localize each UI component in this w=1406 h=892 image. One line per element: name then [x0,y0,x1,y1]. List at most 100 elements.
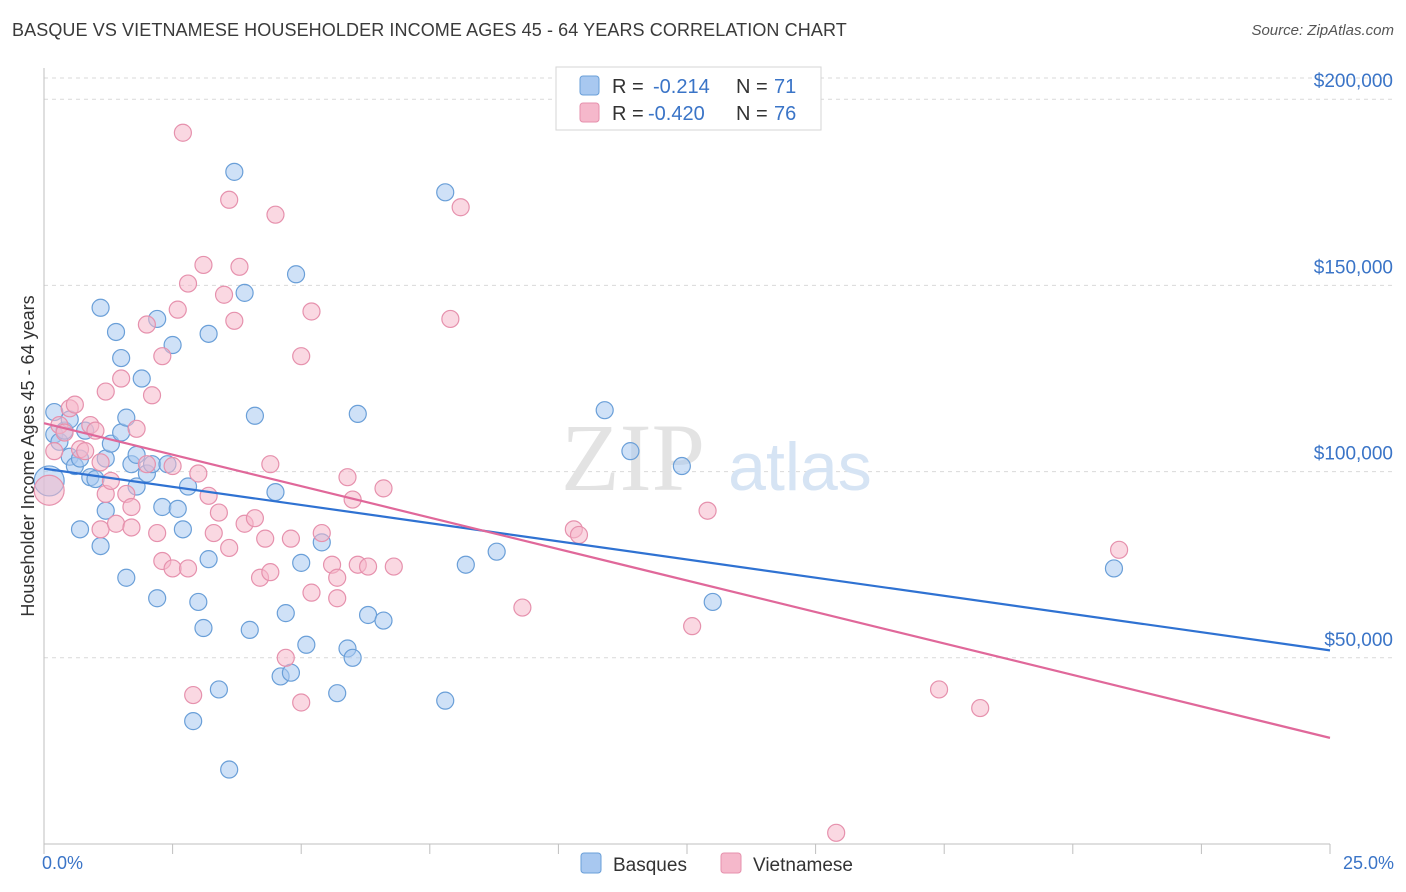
basques-point [245,406,265,425]
vietnamese-point [194,255,213,275]
y-tick-labels: $50,000 $100,000 $150,000 $200,000 [1314,71,1393,651]
vietnamese-point [178,559,198,578]
basques-point [436,183,455,202]
vietnamese-point [142,386,162,405]
x-tick-label-max: 25.0% [1343,853,1394,873]
vietnamese-point [163,559,182,578]
legend: R = -0.214 N = 71 R = -0.420 N = 76 [555,66,822,131]
vietnamese-point [971,698,990,718]
source-attribution: Source: ZipAtlas.com [1251,22,1394,39]
vietnamese-point [328,568,347,587]
vietnamese-point [112,369,131,388]
basques-point [276,604,295,623]
basques-point [220,760,239,779]
basques-point [487,542,506,561]
basques-point [117,408,136,427]
vietnamese-point [312,523,331,543]
basques-point [91,536,110,556]
vietnamese-point [45,442,64,461]
basques-point [456,555,475,574]
vietnamese-point [358,557,378,576]
basques-point [703,592,722,612]
basques-point [297,635,316,654]
vietnamese-point [153,347,172,366]
watermark: ZIP atlas [561,404,872,511]
bottom-legend-label-basques: Basques [613,855,687,876]
vietnamese-point [261,455,280,474]
legend-box [555,66,822,131]
legend-r-value-basques: -0.214 [653,76,710,98]
vietnamese-point [148,523,167,543]
basques-point [70,520,90,539]
vietnamese-point [163,456,182,476]
vietnamese-point [276,648,295,667]
trendline-basques [43,467,1331,652]
basques-point [86,469,105,489]
basques-point [209,680,228,699]
basques-point [358,605,378,625]
vietnamese-point [338,468,357,487]
vietnamese-point [302,302,321,321]
basques-point [178,477,198,496]
legend-r-label-basques: R = [612,76,644,98]
basques-point [194,618,213,638]
bottom-legend: Basques Vietnamese [580,852,853,876]
bottom-legend-swatch-basques [580,852,602,874]
vietnamese-point [827,823,846,842]
legend-swatch-basques [579,75,600,96]
y-tick-label: $50,000 [1324,630,1393,651]
basques-point [148,589,167,608]
vietnamese-point [220,538,239,558]
vietnamese-point [106,514,126,533]
basques-point [1104,559,1124,578]
vietnamese-point [302,583,321,602]
vietnamese-point [230,257,249,276]
vietnamese-point [91,520,110,539]
gridlines [44,77,1394,659]
watermark-atlas: atlas [728,429,872,505]
vietnamese-point [698,501,717,520]
vietnamese-point [245,509,265,528]
vietnamese-point [168,300,187,319]
basques-point [436,691,455,710]
legend-n-value-vietnamese: 76 [774,103,796,125]
vietnamese-point [96,382,115,401]
basques-point [199,550,218,569]
vietnamese-point [178,274,198,293]
vietnamese-point [33,474,65,506]
basques-point [343,648,362,667]
vietnamese-point [127,419,146,438]
basques-point [199,324,218,343]
vietnamese-point [683,617,702,636]
legend-n-value-basques: 71 [774,76,796,98]
vietnamese-point [281,529,301,548]
series-vietnamese-points [33,123,1129,842]
basques-point [374,611,393,630]
basques-point [153,497,172,517]
basques-point [348,404,367,423]
vietnamese-point [122,497,141,517]
bottom-legend-label-vietnamese: Vietnamese [753,855,853,876]
vietnamese-point [225,311,244,330]
basques-point [132,369,151,388]
vietnamese-point [292,347,311,366]
vietnamese-point [328,589,347,608]
vietnamese-point [91,453,110,472]
vietnamese-point [199,486,218,505]
vietnamese-point [513,598,532,617]
vietnamese-point [214,285,234,304]
vietnamese-point [220,190,239,209]
chart-title: BASQUE VS VIETNAMESE HOUSEHOLDER INCOME … [12,20,847,40]
legend-n-label-basques: N = [736,76,768,98]
vietnamese-point [292,693,311,712]
vietnamese-point [204,523,223,543]
vietnamese-point [929,680,949,699]
vietnamese-point [1109,540,1129,559]
basques-point [117,568,136,587]
vietnamese-point [122,518,141,537]
basques-point [621,442,640,461]
vietnamese-point [173,123,192,142]
basques-point [595,401,614,420]
vietnamese-point [451,198,470,217]
